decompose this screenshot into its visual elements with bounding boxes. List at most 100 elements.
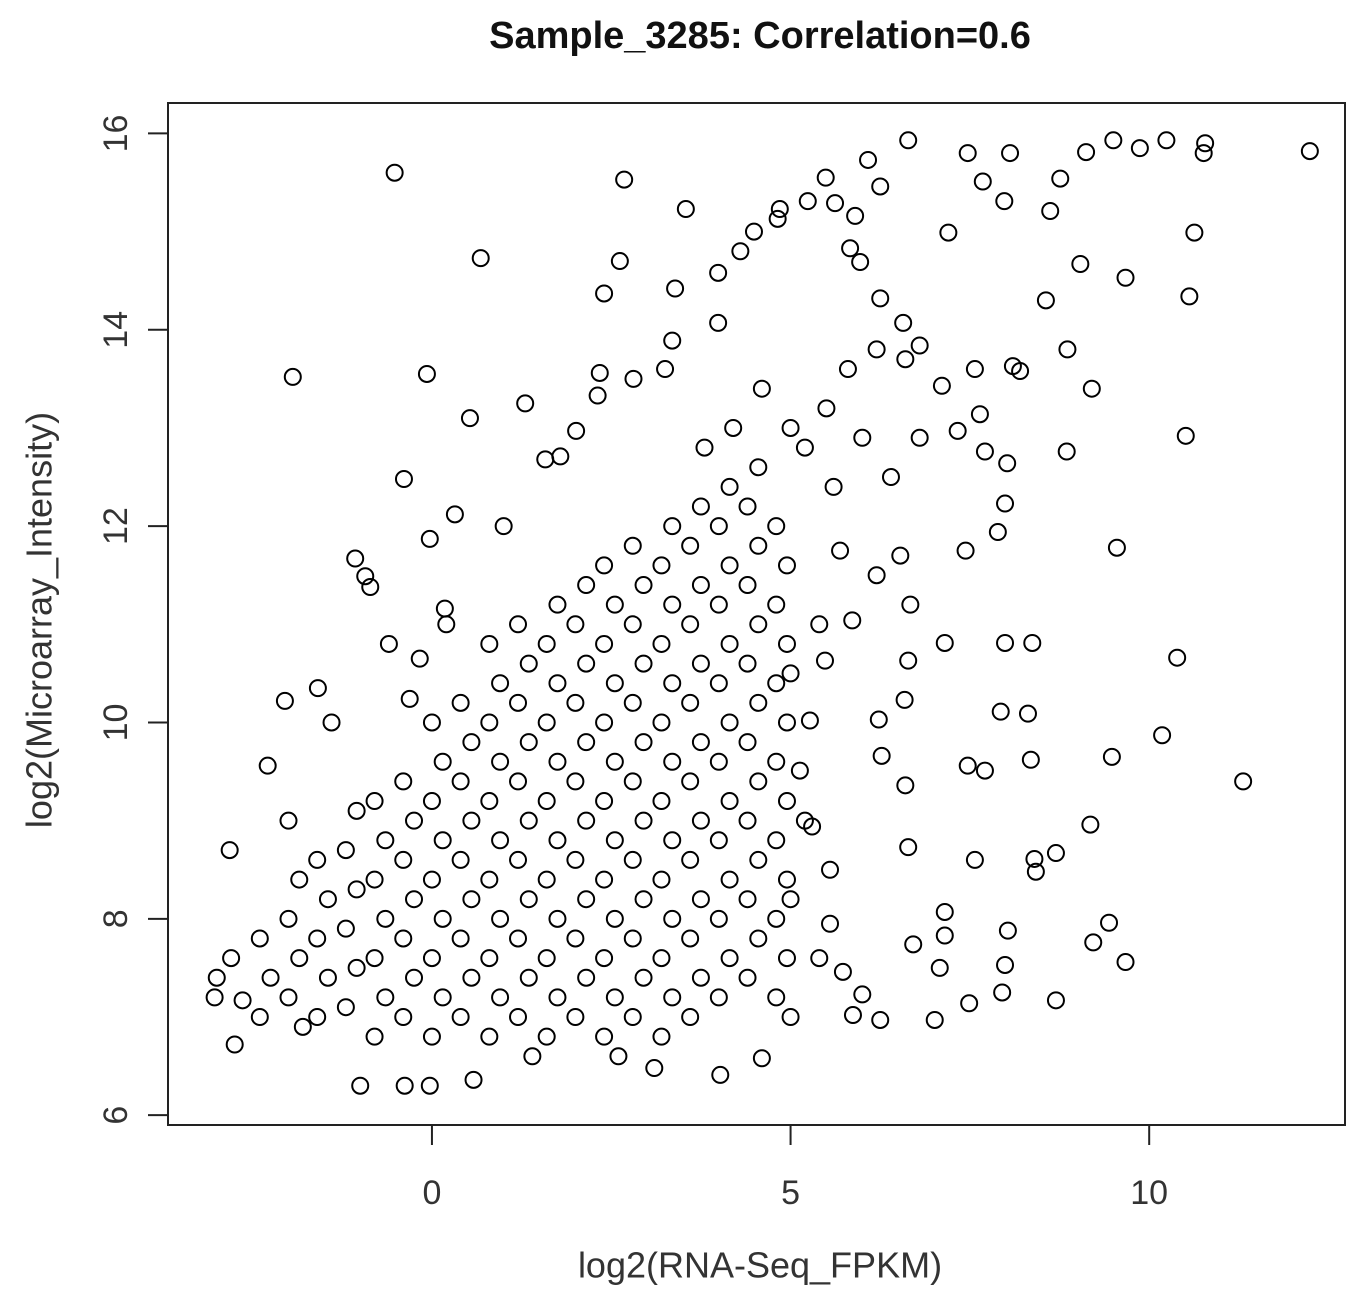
point xyxy=(767,517,786,536)
point xyxy=(1082,379,1101,398)
point xyxy=(948,421,967,440)
point xyxy=(872,746,891,765)
point xyxy=(749,615,768,634)
point xyxy=(351,1076,370,1095)
point xyxy=(895,690,914,709)
point xyxy=(605,674,624,693)
point xyxy=(537,949,556,968)
point xyxy=(308,1008,327,1027)
point xyxy=(1196,134,1215,153)
point xyxy=(817,399,836,418)
point xyxy=(995,192,1014,211)
point xyxy=(433,988,452,1007)
point xyxy=(548,674,567,693)
point xyxy=(676,200,695,219)
point xyxy=(1021,750,1040,769)
point xyxy=(433,752,452,771)
point xyxy=(843,1006,862,1025)
point xyxy=(663,674,682,693)
point xyxy=(720,792,739,811)
y-tick-label: 6 xyxy=(97,1106,135,1125)
point xyxy=(308,929,327,948)
point xyxy=(681,929,700,948)
point xyxy=(709,752,728,771)
point xyxy=(991,702,1010,721)
point xyxy=(709,831,728,850)
point xyxy=(738,890,757,909)
point xyxy=(385,163,404,182)
point xyxy=(279,988,298,1007)
point xyxy=(824,477,843,496)
point xyxy=(379,634,398,653)
point xyxy=(623,850,642,869)
point xyxy=(451,929,470,948)
point xyxy=(681,693,700,712)
point xyxy=(790,761,809,780)
point xyxy=(480,949,499,968)
point xyxy=(767,831,786,850)
point xyxy=(609,1047,628,1066)
point xyxy=(207,968,226,987)
y-tick-label: 16 xyxy=(97,115,135,153)
point xyxy=(695,438,714,457)
point xyxy=(634,890,653,909)
point xyxy=(1116,268,1135,287)
point xyxy=(749,693,768,712)
point xyxy=(551,447,570,466)
point xyxy=(896,350,915,369)
point xyxy=(810,949,829,968)
point xyxy=(1001,144,1020,163)
point xyxy=(225,1035,244,1054)
point xyxy=(656,360,675,379)
point xyxy=(634,733,653,752)
point xyxy=(624,369,643,388)
point xyxy=(853,985,872,1004)
point xyxy=(1107,538,1126,557)
point xyxy=(939,223,958,242)
point xyxy=(652,949,671,968)
point xyxy=(869,710,888,729)
point xyxy=(691,890,710,909)
point xyxy=(595,284,614,303)
chart-title: Sample_3285: Correlation=0.6 xyxy=(489,15,1031,57)
point xyxy=(781,664,800,683)
point xyxy=(634,968,653,987)
point xyxy=(663,595,682,614)
point xyxy=(548,909,567,928)
point xyxy=(720,556,739,575)
point xyxy=(652,634,671,653)
point xyxy=(910,428,929,447)
point xyxy=(623,536,642,555)
point xyxy=(566,693,585,712)
point xyxy=(491,752,510,771)
point xyxy=(577,890,596,909)
point xyxy=(566,772,585,791)
point xyxy=(258,756,277,775)
point xyxy=(451,1008,470,1027)
point xyxy=(752,379,771,398)
point xyxy=(509,929,528,948)
point xyxy=(681,536,700,555)
point xyxy=(816,168,835,187)
point xyxy=(965,850,984,869)
point xyxy=(279,811,298,830)
point xyxy=(681,1008,700,1027)
point xyxy=(605,988,624,1007)
point xyxy=(970,405,989,424)
point xyxy=(851,253,870,272)
point xyxy=(709,909,728,928)
point xyxy=(480,1027,499,1046)
point xyxy=(451,772,470,791)
point xyxy=(422,949,441,968)
point xyxy=(691,811,710,830)
point xyxy=(347,958,366,977)
point xyxy=(738,654,757,673)
point xyxy=(777,870,796,889)
point xyxy=(853,428,872,447)
point xyxy=(567,421,586,440)
point xyxy=(365,792,384,811)
point xyxy=(781,418,800,437)
point xyxy=(899,131,918,150)
point xyxy=(1025,849,1044,868)
point xyxy=(1011,362,1030,381)
